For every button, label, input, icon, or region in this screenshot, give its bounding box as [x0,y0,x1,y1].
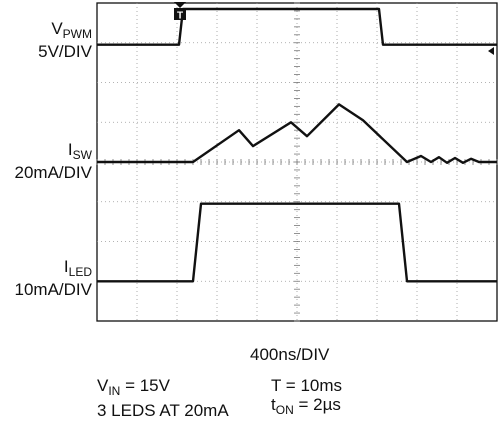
isw-scale: 20mA/DIV [14,163,92,182]
vin-condition: VIN = 15V [97,376,170,398]
graticule [96,2,498,322]
period-condition: T = 10ms [271,376,343,395]
iled-scale: 10mA/DIV [14,280,92,299]
trace-iled [97,202,497,283]
iled-name: ILED [63,257,92,280]
led-condition: 3 LEDS AT 20mA [97,401,229,420]
marker-group: T [174,2,494,55]
ton-condition: tON = 2µs [271,395,341,417]
conditions-right: T = 10ms tON = 2µs [271,376,342,420]
trigger-marker [174,2,186,8]
conditions-left: VIN = 15V 3 LEDS AT 20mA [97,376,229,420]
time-base-label: 400ns/DIV [250,345,330,364]
channel-label-iled: ILED 10mA/DIV [0,258,92,299]
trigger-marker-box [174,8,186,20]
trigger-marker-label: T [177,11,183,22]
trace-isw [97,103,497,164]
ground-level-marker [488,47,494,55]
vpwm-scale: 5V/DIV [38,42,92,61]
isw-name: ISW [67,140,92,163]
vpwm-name: VPWM [51,19,92,42]
channel-label-vpwm: VPWM 5V/DIV [0,20,92,61]
channel-label-isw: ISW 20mA/DIV [0,141,92,182]
trace-vpwm [97,7,497,46]
trace-group [97,7,497,283]
